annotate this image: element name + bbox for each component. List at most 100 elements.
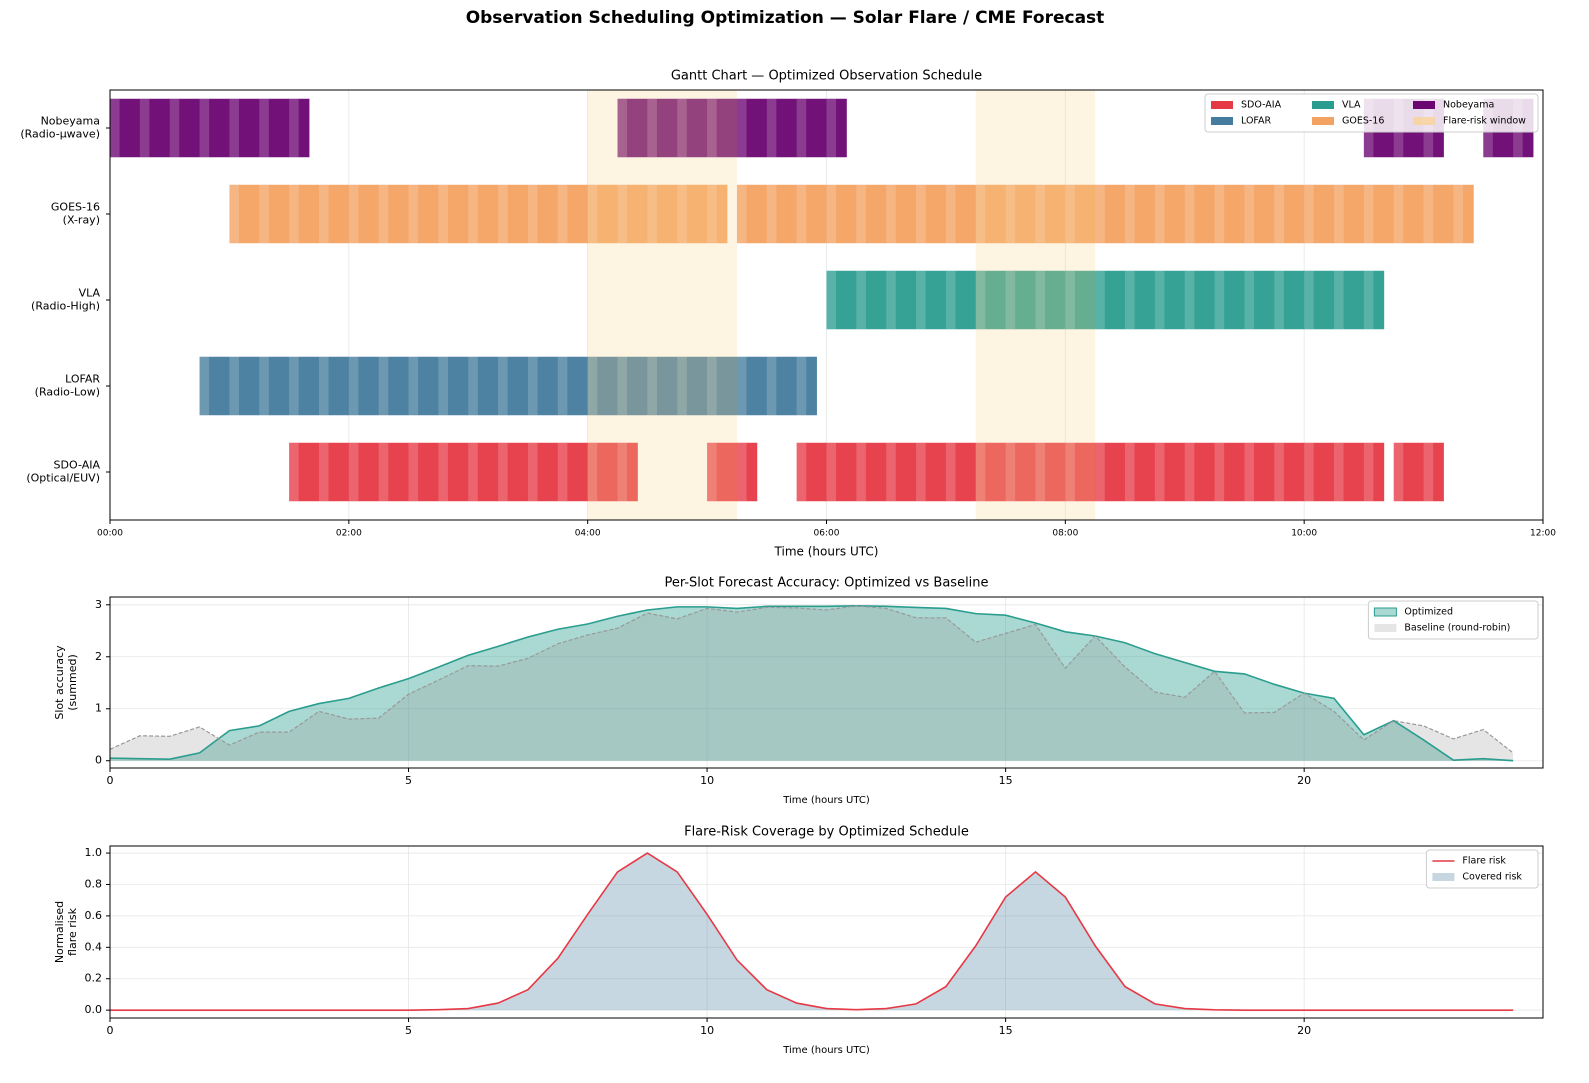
slot-shade [557,442,568,502]
slot-shade [1334,184,1344,244]
slot-shade [1035,270,1046,330]
legend-box [1204,93,1539,133]
slot-shade [527,356,538,416]
y-tick-label: Nobeyama [41,115,100,128]
slot-shade [139,98,150,158]
slot-shade [856,184,866,244]
slot-shade [438,184,448,244]
slot-shade [348,442,359,502]
subplot-title: Per-Slot Forecast Accuracy: Optimized vs… [664,576,988,591]
slot-shade [1244,270,1255,330]
slot-shade [1125,442,1135,502]
x-tick-label: 5 [405,1024,412,1037]
x-tick-label: 04:00 [575,529,601,539]
legend-swatch [1413,117,1435,125]
axes-frame [109,596,1544,769]
slot-shade [617,98,628,158]
y-axis-label: Slot accuracy [53,645,66,720]
slot-shade [527,184,538,244]
slot-shade [766,184,777,244]
x-axis-label: Time (hours UTC) [782,795,870,806]
slot-shade [438,356,448,416]
legend-box [1425,849,1539,889]
schedule-bar [826,270,1385,330]
x-axis-label: Time (hours UTC) [782,1045,870,1056]
slot-shade [1095,184,1105,244]
y-tick-label: (Radio-Low) [35,386,100,399]
y-tick-label: 2 [95,650,102,663]
legend-label: Optimized [1404,607,1453,618]
slot-shade [796,442,807,502]
slot-shade [736,184,747,244]
slot-shade [1363,184,1374,244]
slot-shade [1334,442,1344,502]
schedule-bar [199,356,817,416]
slot-shade [1244,442,1255,502]
slot-shade [498,184,508,244]
x-tick-label: 15 [999,774,1013,787]
y-tick-label: 1 [95,702,102,715]
series-line [110,852,1514,1011]
y-tick-label: 0.2 [85,972,103,985]
y-axis-label: Normalised [53,901,66,963]
legend-swatch [1413,101,1435,109]
figure-title: Observation Scheduling Optimization — So… [466,8,1105,28]
legend-swatch [1374,624,1397,632]
slot-shade [438,442,448,502]
x-tick-label: 5 [405,774,412,787]
slot-shade [1065,270,1075,330]
slot-shade [468,442,478,502]
slot-shade [1423,442,1434,502]
slot-shade [647,98,657,158]
slot-shade [617,442,628,502]
series-line [109,605,1514,762]
slot-shade [1154,270,1165,330]
y-tick-label: (Radio-High) [31,300,100,313]
legend-label: GOES-16 [1342,116,1384,127]
slot-shade [1125,270,1135,330]
y-tick-label: 1.0 [85,846,103,859]
legend-label: Covered risk [1462,872,1522,883]
slot-shade [199,98,210,158]
legend-label: LOFAR [1241,116,1272,127]
x-tick-label: 0 [107,774,114,787]
slot-shade [975,270,986,330]
slot-shade [1453,184,1463,244]
y-tick-label: VLA [79,287,101,300]
flare-risk-window [975,90,1096,520]
slot-shade [975,184,986,244]
slot-shade [259,184,269,244]
slot-shade [1393,184,1404,244]
slot-shade [975,442,986,502]
slot-shade [408,184,419,244]
slot-shade [557,184,568,244]
slot-shade [916,442,926,502]
slot-shade [945,442,956,502]
slot-shade [1334,270,1344,330]
x-tick-label: 10:00 [1291,529,1317,539]
slot-shade [468,356,478,416]
slot-shade [1125,184,1135,244]
slot-shade [796,184,807,244]
y-tick-label: 0.6 [85,909,103,922]
legend-swatch [1211,101,1233,109]
slot-shade [707,184,717,244]
legend-label: SDO-AIA [1241,100,1282,111]
y-tick-label: (Optical/EUV) [26,472,100,485]
area-fill [110,853,1514,1011]
y-tick-label: LOFAR [65,373,100,386]
slot-shade [557,356,568,416]
slot-shade [1035,184,1046,244]
slot-shade [707,442,717,502]
slot-shade [1304,442,1314,502]
slot-shade [318,184,329,244]
slot-shade [199,356,210,416]
slot-shade [1035,442,1046,502]
slot-shade [110,98,120,158]
flare-risk-window [587,90,737,520]
schedule-bar [736,184,1474,244]
slot-shade [587,184,598,244]
slot-shade [617,356,628,416]
slot-shade [796,98,807,158]
